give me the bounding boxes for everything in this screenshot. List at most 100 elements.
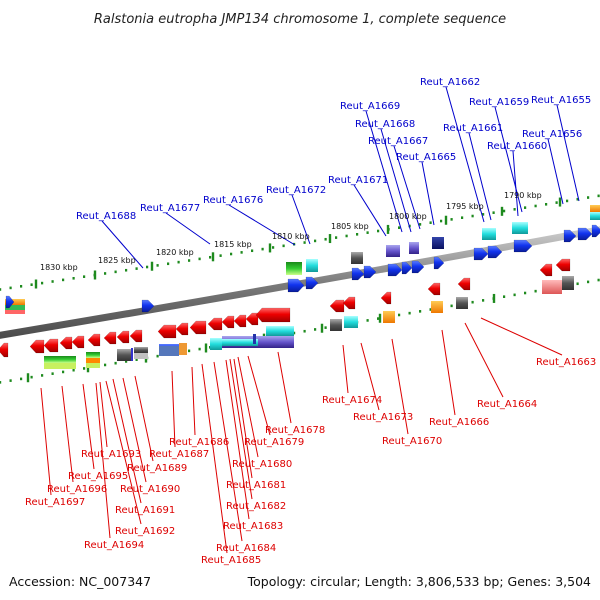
forward-leader-line bbox=[380, 128, 412, 233]
forward-gene-arrow bbox=[473, 247, 489, 261]
forward-leader-line bbox=[445, 86, 485, 223]
feature-box bbox=[253, 334, 256, 344]
reverse-gene-label: Reut_A1681 bbox=[226, 480, 286, 491]
reverse-leader-line bbox=[360, 342, 380, 411]
inner-ring-dot bbox=[524, 291, 527, 295]
outer-ring-dot bbox=[513, 208, 516, 211]
outer-ring-dot bbox=[0, 288, 2, 291]
inner-ring-dot bbox=[41, 374, 44, 377]
feature-box bbox=[222, 339, 258, 346]
inner-ring-major-tick bbox=[26, 373, 30, 383]
outer-ring-dot bbox=[471, 214, 474, 218]
reverse-gene-label: Reut_A1678 bbox=[265, 425, 325, 436]
inner-ring-dot bbox=[366, 319, 369, 322]
forward-gene-label: Reut_A1669 bbox=[340, 101, 400, 112]
reverse-gene-label: Reut_A1683 bbox=[223, 521, 283, 532]
reverse-leader-line bbox=[464, 322, 504, 398]
reverse-leader-line bbox=[441, 329, 456, 416]
feature-box bbox=[306, 259, 318, 272]
reverse-gene-arrow bbox=[71, 335, 85, 349]
reverse-gene-label: Reut_A1690 bbox=[120, 484, 180, 495]
outer-ring-dot bbox=[366, 231, 369, 234]
outer-ring-dot bbox=[492, 211, 495, 214]
reverse-gene-arrow bbox=[29, 339, 45, 354]
reverse-leader-line bbox=[105, 380, 142, 525]
inner-ring-major-tick bbox=[204, 343, 208, 353]
inner-ring-dot bbox=[534, 289, 537, 293]
forward-gene-arrow bbox=[401, 261, 413, 275]
genome-summary: Topology: circular; Length: 3,806,533 bp… bbox=[247, 574, 591, 589]
forward-gene-arrow bbox=[387, 263, 403, 277]
scale-label: 1790 kbp bbox=[504, 191, 542, 200]
outer-ring-dot bbox=[209, 255, 212, 259]
inner-ring-dot bbox=[20, 377, 23, 381]
outer-ring-dot bbox=[177, 260, 180, 264]
reverse-gene-arrow bbox=[539, 263, 553, 277]
reverse-gene-arrow bbox=[0, 342, 9, 358]
reverse-gene-arrow bbox=[43, 338, 59, 353]
outer-ring-dot bbox=[125, 268, 128, 272]
forward-gene-label: Reut_A1688 bbox=[76, 211, 136, 222]
inner-ring-dot bbox=[513, 293, 516, 297]
feature-box bbox=[386, 245, 400, 257]
reverse-leader-line bbox=[229, 358, 253, 500]
inner-ring-dot bbox=[104, 363, 107, 367]
outer-ring-major-tick bbox=[268, 243, 272, 253]
feature-box bbox=[86, 363, 100, 368]
outer-ring-dot bbox=[62, 278, 65, 282]
scale-label: 1800 kbp bbox=[389, 212, 427, 221]
forward-gene-label: Reut_A1668 bbox=[355, 119, 415, 130]
inner-ring-dot bbox=[135, 358, 138, 361]
feature-box bbox=[344, 316, 358, 328]
inner-ring-dot bbox=[597, 278, 600, 282]
forward-gene-label: Reut_A1677 bbox=[140, 203, 200, 214]
outer-ring-dot bbox=[135, 267, 138, 270]
scale-label: 1830 kbp bbox=[40, 263, 78, 272]
forward-leader-line bbox=[393, 145, 421, 230]
inner-ring-dot bbox=[0, 381, 2, 384]
reverse-gene-label: Reut_A1679 bbox=[244, 437, 304, 448]
feature-box bbox=[383, 311, 395, 323]
reverse-gene-arrow bbox=[457, 277, 471, 291]
outer-ring-dot bbox=[146, 265, 149, 269]
reverse-gene-label: Reut_A1680 bbox=[232, 459, 292, 470]
outer-ring-dot bbox=[335, 236, 338, 239]
reverse-gene-arrow bbox=[221, 315, 235, 329]
reverse-gene-label: Reut_A1692 bbox=[115, 526, 175, 537]
reverse-gene-label: Reut_A1696 bbox=[47, 484, 107, 495]
reverse-gene-arrow bbox=[87, 333, 101, 347]
reverse-leader-line bbox=[82, 383, 95, 470]
outer-ring-dot bbox=[261, 247, 264, 251]
outer-ring-dot bbox=[345, 234, 348, 238]
forward-gene-label: Reut_A1671 bbox=[328, 175, 388, 186]
inner-ring-dot bbox=[156, 354, 159, 358]
forward-gene-label: Reut_A1656 bbox=[522, 129, 582, 140]
reverse-gene-label: Reut_A1687 bbox=[149, 449, 209, 460]
outer-ring-major-tick bbox=[386, 224, 390, 234]
outer-ring-dot bbox=[303, 241, 306, 244]
outer-ring-dot bbox=[419, 223, 422, 226]
forward-gene-arrow bbox=[433, 256, 445, 270]
inner-ring-dot bbox=[51, 372, 54, 375]
reverse-gene-arrow bbox=[255, 307, 291, 323]
inner-ring-dot bbox=[188, 349, 191, 353]
outer-ring-dot bbox=[576, 197, 579, 201]
outer-ring-dot bbox=[104, 272, 107, 275]
forward-leader-line bbox=[468, 132, 492, 221]
inner-ring-dot bbox=[314, 328, 317, 331]
forward-leader-line bbox=[421, 161, 435, 226]
reverse-gene-label: Reut_A1684 bbox=[216, 543, 276, 554]
forward-leader-line bbox=[101, 220, 144, 269]
inner-ring-dot bbox=[303, 329, 306, 333]
forward-gene-arrow bbox=[351, 267, 365, 281]
reverse-leader-line bbox=[134, 375, 154, 462]
feature-boxes bbox=[5, 205, 600, 369]
scale-label: 1815 kbp bbox=[214, 240, 252, 249]
inner-ring-major-tick bbox=[378, 313, 382, 323]
inner-ring-dot bbox=[482, 299, 485, 302]
reverse-gene-label: Reut_A1691 bbox=[115, 505, 175, 516]
inner-ring-major-tick bbox=[320, 323, 324, 333]
inner-ring-dot bbox=[576, 282, 579, 286]
reverse-gene-arrow bbox=[329, 299, 345, 313]
reverse-leader-line bbox=[342, 344, 349, 394]
